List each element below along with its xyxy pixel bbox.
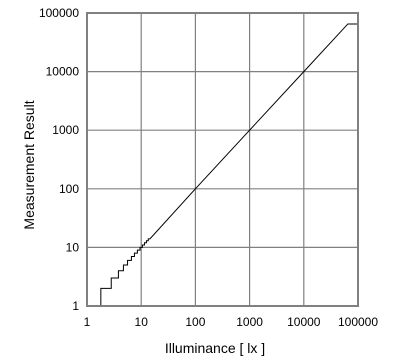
y-tick-label: 10000 — [46, 65, 80, 79]
x-tick-label: 100000 — [338, 315, 378, 329]
x-axis-label: Illuminance [ lx ] — [165, 340, 265, 356]
y-tick-label: 100000 — [39, 6, 79, 20]
series-line — [100, 23, 358, 306]
plot-frame — [86, 12, 359, 307]
x-tick-label: 10 — [135, 315, 149, 329]
y-tick-label: 100 — [59, 182, 79, 196]
x-tick-label: 1000 — [236, 315, 263, 329]
y-tick-label: 1000 — [52, 123, 79, 137]
y-tick-label: 10 — [66, 240, 80, 254]
y-tick-label: 1 — [72, 299, 79, 313]
x-tick-label: 100 — [185, 315, 205, 329]
y-axis-label: Measurement Result — [21, 100, 37, 229]
x-tick-label: 10000 — [287, 315, 321, 329]
grid — [87, 13, 358, 306]
x-tick-label: 1 — [84, 315, 91, 329]
y-tick-labels: 1 10 100 1000 10000 100000 — [39, 6, 79, 313]
x-tick-labels: 1 10 100 1000 10000 100000 — [84, 315, 379, 329]
series-layer — [100, 23, 358, 306]
